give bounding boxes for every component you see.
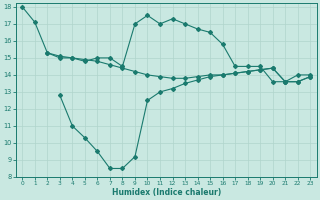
X-axis label: Humidex (Indice chaleur): Humidex (Indice chaleur) xyxy=(112,188,221,197)
